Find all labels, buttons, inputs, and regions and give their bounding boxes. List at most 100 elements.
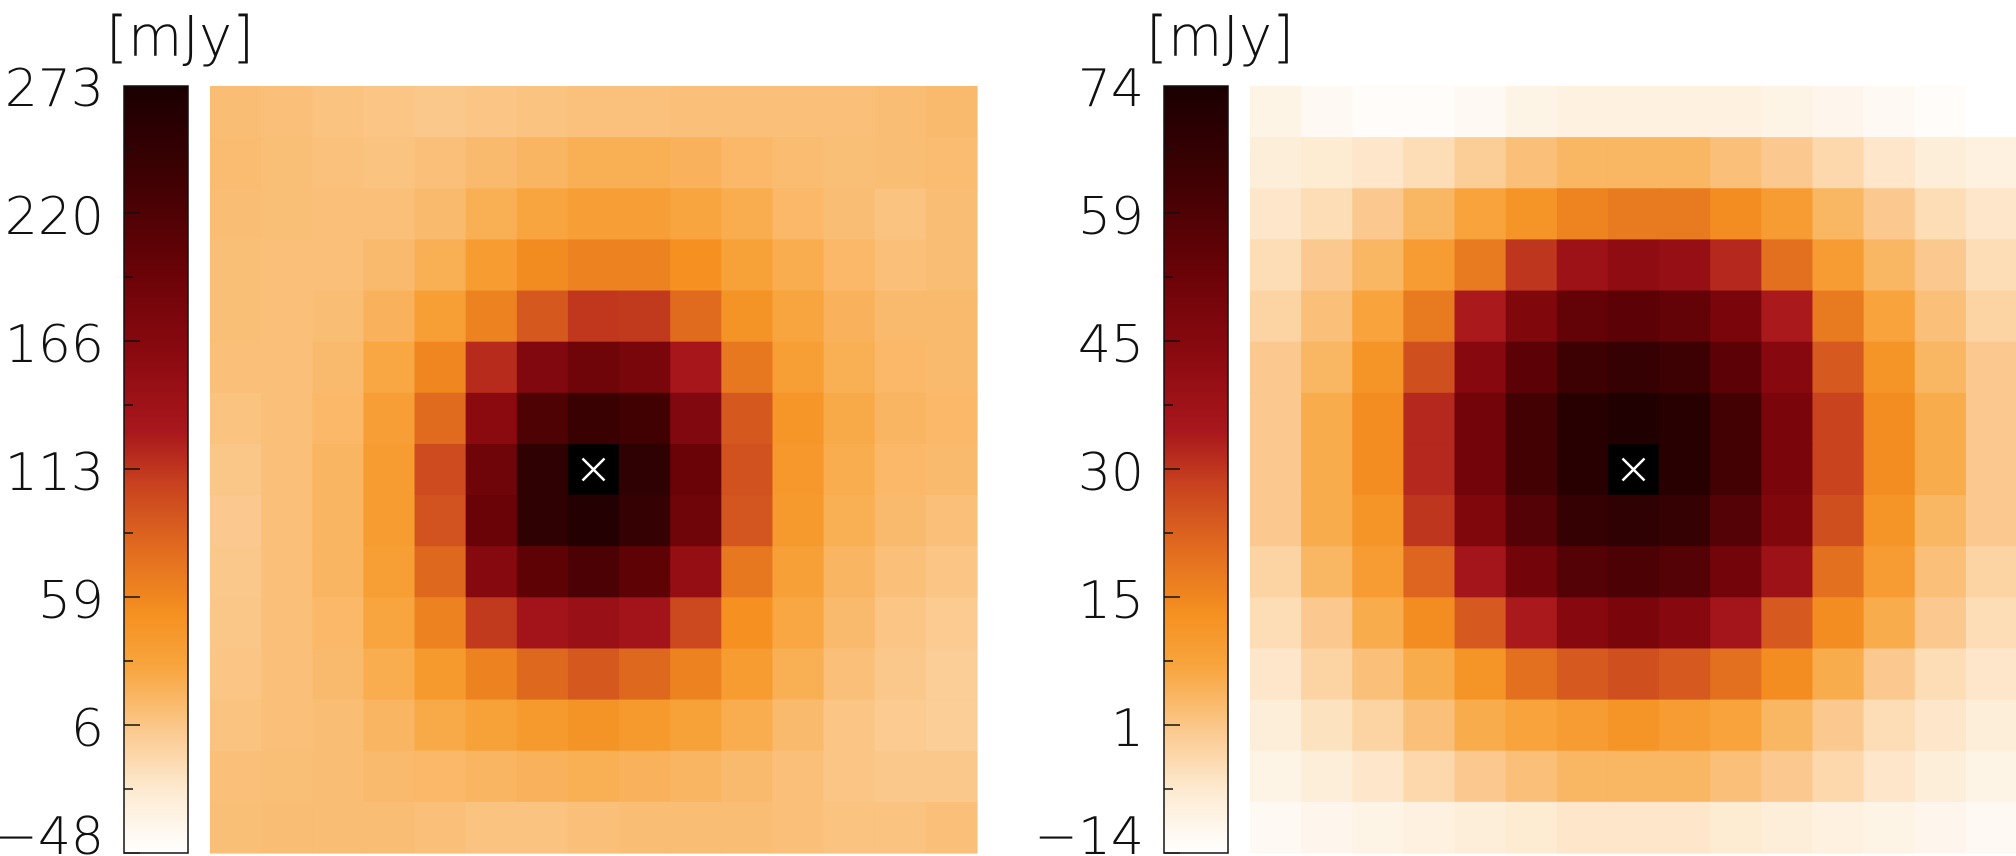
heatmap-cell <box>363 341 416 394</box>
heatmap-cell <box>1863 750 1916 803</box>
heatmap-cell <box>1863 699 1916 752</box>
heatmap-cell <box>414 648 467 701</box>
heatmap-cell <box>1659 341 1711 394</box>
heatmap-cell <box>1505 495 1558 547</box>
heatmap-cell <box>261 137 313 189</box>
heatmap-cell <box>1965 239 2016 292</box>
heatmap-cell <box>925 495 978 547</box>
heatmap-cell <box>210 495 262 547</box>
heatmap-cell <box>363 443 416 496</box>
heatmap-cell <box>210 341 262 394</box>
heatmap-cell <box>670 392 722 445</box>
panel-2: [mJy] 74 59 45 30 15 1 −14 <box>1034 5 2016 856</box>
heatmap-cell <box>210 443 262 496</box>
heatmap-cell <box>619 188 671 240</box>
heatmap-cell <box>465 290 518 343</box>
heatmap-cell <box>1607 392 1660 445</box>
heatmap-cell <box>1352 188 1404 240</box>
heatmap-cell <box>363 86 416 138</box>
heatmap-cell <box>874 443 927 496</box>
heatmap-cell <box>363 546 416 598</box>
heatmap-cell <box>1659 188 1711 240</box>
heatmap-cell <box>1454 648 1507 701</box>
heatmap-cell <box>925 750 978 803</box>
heatmap-cell <box>1301 597 1353 650</box>
heatmap-cell <box>925 597 978 650</box>
heatmap-cell <box>1710 648 1762 701</box>
heatmap-cell <box>874 546 927 598</box>
heatmap-cell <box>312 341 364 394</box>
heatmap-cell <box>1301 443 1353 496</box>
heatmap-cell <box>363 137 416 189</box>
heatmap-cell <box>210 648 262 701</box>
heatmap-cell <box>1710 699 1762 752</box>
colorbar-tick-label: 220 <box>5 187 104 247</box>
heatmap-cell <box>210 546 262 598</box>
heatmap-cell <box>874 290 927 343</box>
heatmap-cell <box>1607 648 1660 701</box>
heatmap-cell <box>1965 750 2016 803</box>
heatmap-cell <box>567 648 620 701</box>
heatmap-cell <box>1812 648 1865 701</box>
heatmap-cell <box>261 699 313 752</box>
heatmap-cell <box>772 443 825 496</box>
heatmap-cell <box>772 86 825 138</box>
heatmap-cell <box>1659 801 1711 854</box>
heatmap-cell <box>312 443 364 496</box>
heatmap-cell <box>363 239 416 292</box>
heatmap-cell <box>1301 750 1353 803</box>
heatmap-cell <box>1659 546 1711 598</box>
heatmap-cell <box>1914 443 1967 496</box>
heatmap-cell <box>874 341 927 394</box>
heatmap-cell <box>874 750 927 803</box>
heatmap-cell <box>465 546 518 598</box>
heatmap-cell <box>1352 239 1404 292</box>
heatmap-cell <box>1863 495 1916 547</box>
heatmap-cell <box>1965 443 2016 496</box>
heatmap-cell <box>1454 341 1507 394</box>
heatmap-cell <box>210 290 262 343</box>
heatmap-cell <box>1301 801 1353 854</box>
heatmap-cell <box>1250 597 1302 650</box>
heatmap-cell <box>874 188 927 240</box>
heatmap-cell <box>925 239 978 292</box>
heatmap-cell <box>1659 750 1711 803</box>
heatmap-cell <box>1250 648 1302 701</box>
heatmap-cell <box>414 443 467 496</box>
peak-marker-cross <box>1621 457 1646 482</box>
peak-marker-cross <box>581 457 606 482</box>
heatmap-cell <box>1761 188 1814 240</box>
heatmap-cell <box>567 86 620 138</box>
heatmap-cell <box>1863 188 1916 240</box>
heatmap-cell <box>1301 188 1353 240</box>
heatmap-cell <box>1812 750 1865 803</box>
heatmap-cell <box>363 290 416 343</box>
heatmap-cell <box>516 597 569 650</box>
heatmap-cell <box>1710 290 1762 343</box>
heatmap-cell <box>1607 86 1660 138</box>
heatmap-cell <box>1914 597 1967 650</box>
heatmap-cell <box>1352 341 1404 394</box>
heatmap-cell <box>1403 750 1456 803</box>
heatmap-cell <box>670 546 722 598</box>
heatmap-cell <box>1403 495 1456 547</box>
heatmap-cell <box>1914 290 1967 343</box>
heatmap-cell <box>823 546 876 598</box>
heatmap-cell <box>1863 392 1916 445</box>
heatmap-cell <box>823 86 876 138</box>
heatmap-cell <box>516 801 569 854</box>
heatmap-cell <box>1403 699 1456 752</box>
colorbar-unit-label-2: [mJy] <box>1146 5 1294 70</box>
heatmap-cell <box>1250 546 1302 598</box>
heatmap-cell <box>1710 188 1762 240</box>
heatmap-cell <box>1710 86 1762 138</box>
heatmap-cell <box>1403 648 1456 701</box>
heatmap-cell <box>721 341 774 394</box>
heatmap-cell <box>1301 86 1353 138</box>
heatmap-cell <box>363 750 416 803</box>
heatmap-cell <box>670 801 722 854</box>
heatmap-cell <box>414 801 467 854</box>
heatmap-cell <box>1250 86 1302 138</box>
heatmap-cell <box>414 546 467 598</box>
